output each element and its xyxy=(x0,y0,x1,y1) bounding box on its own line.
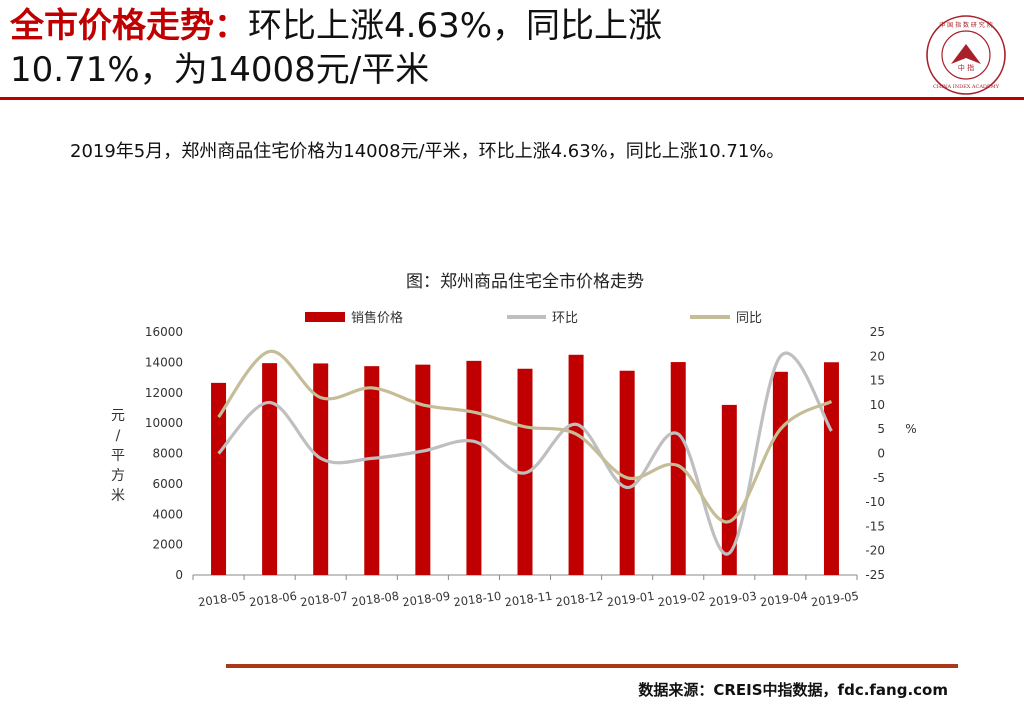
chart-title: 图：郑州商品住宅全市价格走势 xyxy=(406,272,644,292)
y-right-tick-label: 5 xyxy=(877,422,885,436)
y-left-tick-label: 12000 xyxy=(145,386,183,400)
y-right-axis-label: % xyxy=(905,422,916,436)
bar-sales-price-2018-06 xyxy=(262,363,278,575)
y-left-axis-label-char: 米 xyxy=(111,488,125,504)
bar-sales-price-2018-08 xyxy=(364,366,380,575)
x-tick-label-2018-08: 2018-08 xyxy=(350,589,400,610)
y-left-tick-label: 0 xyxy=(175,568,183,582)
x-tick-label-2019-01: 2019-01 xyxy=(606,589,656,610)
legend-label-yoy: 同比 xyxy=(736,311,762,326)
y-left-axis-label-char: / xyxy=(116,428,121,444)
title-line-1: 全市价格走势：环比上涨4.63%，同比上涨 xyxy=(10,4,910,48)
bar-sales-price-2019-05 xyxy=(823,362,839,575)
china-index-academy-logo: 中 国 指 数 研 究 院 CHINA INDEX ACADEMY 中 指 xyxy=(926,15,1006,95)
svg-text:中 国 指 数 研 究 院: 中 国 指 数 研 究 院 xyxy=(939,21,992,29)
x-tick-label-2018-09: 2018-09 xyxy=(402,589,452,610)
x-tick-label-2018-11: 2018-11 xyxy=(504,589,554,610)
bar-sales-price-2018-09 xyxy=(415,364,431,575)
y-left-axis-label-char: 平 xyxy=(111,448,125,464)
page-title: 全市价格走势：环比上涨4.63%，同比上涨 10.71%，为14008元/平米 xyxy=(10,4,910,92)
x-tick-label-2018-10: 2018-10 xyxy=(453,589,503,610)
bar-sales-price-2019-01 xyxy=(619,370,635,575)
svg-text:CHINA INDEX ACADEMY: CHINA INDEX ACADEMY xyxy=(933,84,1000,90)
y-left-axis-label-char: 元 xyxy=(111,408,125,424)
y-right-tick-label: -20 xyxy=(865,544,885,558)
x-tick-label-2018-07: 2018-07 xyxy=(299,589,349,610)
bar-sales-price-2018-10 xyxy=(466,360,482,575)
y-right-tick-label: -15 xyxy=(865,519,885,533)
svg-text:中 指: 中 指 xyxy=(958,63,974,72)
title-line-2: 10.71%，为14008元/平米 xyxy=(10,50,430,90)
line-yoy xyxy=(217,349,833,524)
data-source: 数据来源：CREIS中指数据，fdc.fang.com xyxy=(638,681,948,699)
bar-sales-price-2019-04 xyxy=(772,371,788,575)
y-right-tick-label: -10 xyxy=(865,495,885,509)
y-right-tick-label: 0 xyxy=(877,447,885,461)
y-right-tick-label: 15 xyxy=(870,374,885,388)
x-tick-label-2018-06: 2018-06 xyxy=(248,589,298,610)
title-divider xyxy=(0,97,1024,100)
y-left-tick-label: 6000 xyxy=(152,477,183,491)
y-right-tick-label: -5 xyxy=(873,471,885,485)
x-tick-label-2018-05: 2018-05 xyxy=(197,589,247,610)
y-left-tick-label: 4000 xyxy=(152,507,183,521)
y-right-tick-label: 20 xyxy=(870,349,885,363)
y-right-tick-label: 10 xyxy=(870,398,885,412)
x-tick-label-2019-03: 2019-03 xyxy=(708,589,758,610)
legend-label-mom: 环比 xyxy=(552,311,578,326)
legend-label-sales-price: 销售价格 xyxy=(351,310,403,326)
y-left-tick-label: 2000 xyxy=(152,538,183,552)
y-left-axis-label-char: 方 xyxy=(111,468,125,484)
y-right-tick-label: 25 xyxy=(870,325,885,339)
y-left-tick-label: 14000 xyxy=(145,355,183,369)
bar-sales-price-2019-03 xyxy=(721,404,737,575)
legend-swatch-sales-price xyxy=(305,312,345,322)
bar-sales-price-2019-02 xyxy=(670,362,686,575)
summary-text: 2019年5月，郑州商品住宅价格为14008元/平米，环比上涨4.63%，同比上… xyxy=(70,141,785,162)
y-right-tick-label: -25 xyxy=(865,568,885,582)
y-left-tick-label: 16000 xyxy=(145,325,183,339)
y-left-tick-label: 8000 xyxy=(152,447,183,461)
x-tick-label-2019-04: 2019-04 xyxy=(759,589,809,610)
x-tick-label-2018-12: 2018-12 xyxy=(555,589,605,610)
title-line-1-rest: 环比上涨4.63%，同比上涨 xyxy=(248,6,663,46)
footer-divider xyxy=(226,664,958,668)
bar-sales-price-2018-07 xyxy=(313,363,329,575)
title-lead: 全市价格走势： xyxy=(10,6,248,46)
bar-sales-price-2018-05 xyxy=(211,382,227,575)
bar-sales-price-2018-12 xyxy=(568,354,584,575)
x-tick-label-2019-05: 2019-05 xyxy=(810,589,860,610)
y-left-tick-label: 10000 xyxy=(145,416,183,430)
x-tick-label-2019-02: 2019-02 xyxy=(657,589,707,610)
